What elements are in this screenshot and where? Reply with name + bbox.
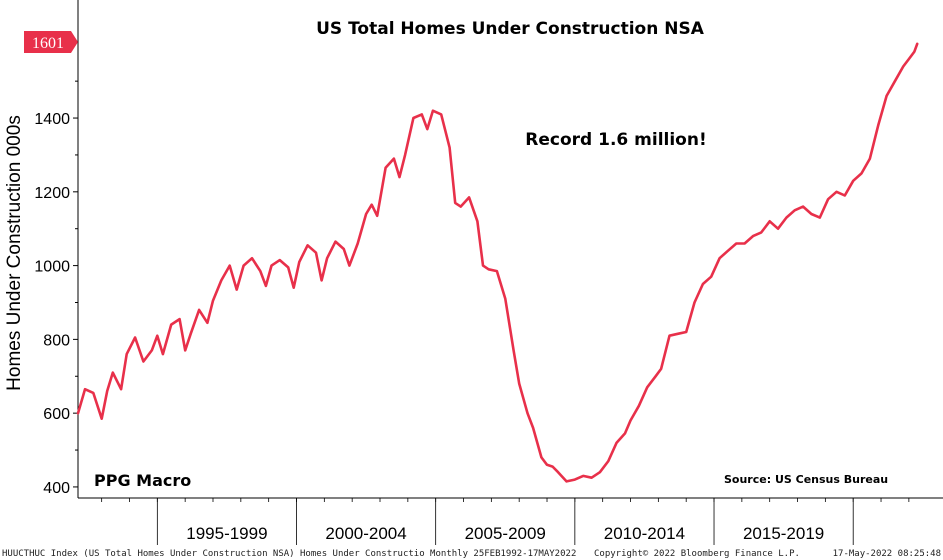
annotation-record: Record 1.6 million! <box>525 130 706 150</box>
y-tick-label: 1000 <box>34 259 70 276</box>
x-period-label: 2015-2019 <box>743 524 824 543</box>
footer-copyright: Copyright© 2022 Bloomberg Finance L.P. <box>594 549 800 559</box>
x-period-label: 2005-2009 <box>465 524 546 543</box>
x-period-label: 2010-2014 <box>604 524 685 543</box>
y-tick-label: 600 <box>43 406 70 423</box>
source-label: Source: US Census Bureau <box>724 473 888 486</box>
x-period-label: 2000-2004 <box>325 524 406 543</box>
y-axis-label: Homes Under Construction 000s <box>4 115 25 391</box>
series-line <box>76 42 919 483</box>
y-tick-label: 400 <box>43 480 70 497</box>
brand-label: PPG Macro <box>94 471 191 490</box>
x-axis-periods: 1995-1999 2000-2004 2005-2009 2010-2014 2015… <box>101 498 910 545</box>
y-tick-label: 1400 <box>34 111 70 128</box>
last-value-label: 1601 <box>32 35 64 52</box>
y-tick-label: 800 <box>43 332 70 349</box>
y-axis-ticks: 400 600 800 1000 1200 1400 <box>34 80 78 497</box>
x-period-label: 1995-1999 <box>186 524 267 543</box>
footer-description: HUUCTHUC Index (US Total Homes Under Con… <box>2 549 576 559</box>
chart-title: US Total Homes Under Construction NSA <box>316 19 705 39</box>
last-value-flag <box>24 31 78 53</box>
y-tick-label: 1200 <box>34 185 70 202</box>
last-value-tag: 1601 <box>24 31 78 53</box>
footer-timestamp: 17-May-2022 08:25:48 <box>833 549 941 559</box>
